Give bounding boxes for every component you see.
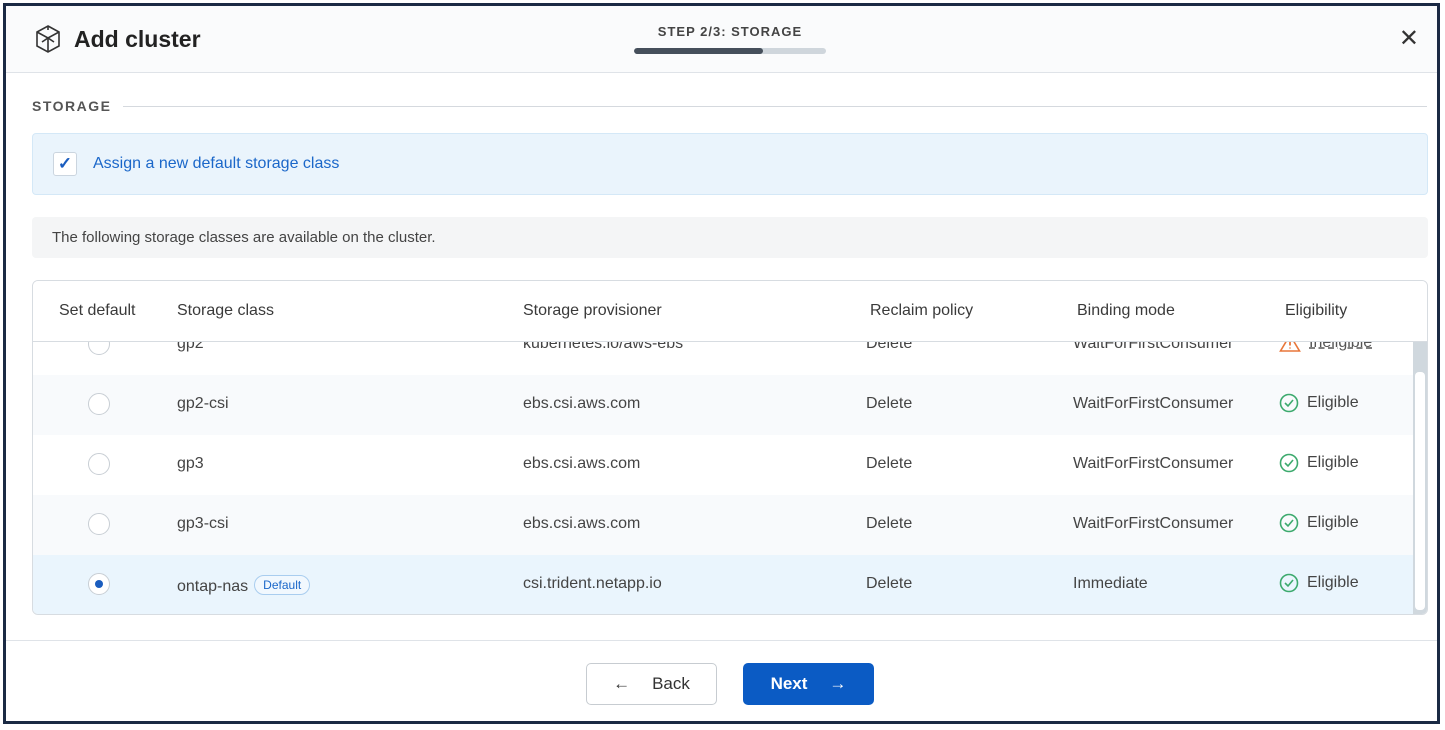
step-progress-fill — [634, 48, 763, 54]
check-circle-icon — [1279, 573, 1299, 593]
cube-icon — [36, 25, 60, 53]
step-indicator: STEP 2/3: STORAGE — [657, 24, 803, 39]
step-progress-bar — [634, 48, 826, 54]
assign-default-checkbox[interactable]: ✓ — [53, 152, 77, 176]
set-default-radio[interactable] — [88, 573, 110, 595]
storage-provisioner: kubernetes.io/aws-ebs — [523, 342, 684, 352]
storage-class-name: ontap-nas Default — [177, 575, 311, 596]
eligibility-label: Ineligible — [1309, 342, 1373, 351]
next-button[interactable]: Next → — [743, 663, 874, 705]
dialog-header: Add cluster STEP 2/3: STORAGE ✕ — [6, 6, 1437, 73]
table-body: gp2 kubernetes.io/aws-ebs Delete WaitFor… — [33, 342, 1413, 614]
storage-class-table: Set default Storage class Storage provis… — [32, 280, 1428, 615]
arrow-left-icon: ← — [613, 674, 631, 693]
add-cluster-dialog: Add cluster STEP 2/3: STORAGE ✕ STORAGE … — [3, 3, 1440, 724]
storage-class-name: gp2-csi — [177, 395, 229, 412]
table-row[interactable]: gp3 ebs.csi.aws.com Delete WaitForFirstC… — [33, 435, 1413, 495]
reclaim-policy: Delete — [866, 515, 913, 532]
binding-mode: Immediate — [1073, 575, 1148, 592]
warning-icon — [1279, 342, 1301, 352]
reclaim-policy: Delete — [866, 395, 913, 412]
eligibility-status: Eligible — [1279, 573, 1359, 593]
column-header: Binding mode — [1077, 302, 1175, 319]
dialog-footer-divider — [6, 640, 1437, 641]
storage-class-name: gp2 — [177, 342, 204, 352]
reclaim-policy: Delete — [866, 575, 913, 592]
dialog-title: Add cluster — [34, 24, 201, 54]
back-button[interactable]: ← Back — [586, 663, 717, 705]
eligibility-label: Eligible — [1307, 514, 1359, 531]
arrow-right-icon: → — [829, 674, 847, 693]
table-header: Set default Storage class Storage provis… — [33, 281, 1427, 342]
check-circle-icon — [1279, 393, 1299, 413]
section-header: STORAGE — [32, 98, 1427, 114]
storage-provisioner: ebs.csi.aws.com — [523, 395, 641, 412]
binding-mode: WaitForFirstConsumer — [1073, 455, 1234, 472]
checkmark-icon: ✓ — [57, 154, 73, 173]
binding-mode: WaitForFirstConsumer — [1073, 515, 1234, 532]
eligibility-status: Eligible — [1279, 393, 1359, 413]
set-default-radio[interactable] — [88, 393, 110, 415]
storage-provisioner: csi.trident.netapp.io — [523, 575, 662, 592]
table-row[interactable]: gp3-csi ebs.csi.aws.com Delete WaitForFi… — [33, 495, 1413, 555]
eligibility-label: Eligible — [1307, 394, 1359, 411]
assign-default-label[interactable]: Assign a new default storage class — [93, 155, 340, 172]
column-header: Storage provisioner — [523, 302, 662, 319]
column-header: Reclaim policy — [870, 302, 974, 319]
assign-default-panel: ✓ Assign a new default storage class — [32, 133, 1428, 195]
column-header: Set default — [59, 302, 136, 319]
storage-provisioner: ebs.csi.aws.com — [523, 455, 641, 472]
binding-mode: WaitForFirstConsumer — [1073, 395, 1234, 412]
table-row[interactable]: gp2 kubernetes.io/aws-ebs Delete WaitFor… — [33, 342, 1413, 375]
info-banner: The following storage classes are availa… — [32, 217, 1428, 258]
dialog-title-text: Add cluster — [74, 25, 201, 52]
storage-class-name: gp3 — [177, 455, 204, 472]
check-circle-icon — [1279, 453, 1299, 473]
section-title: STORAGE — [32, 98, 112, 114]
close-icon[interactable]: ✕ — [1398, 25, 1419, 52]
column-header: Eligibility — [1285, 302, 1348, 319]
check-circle-icon — [1279, 513, 1299, 533]
eligibility-status[interactable]: Ineligible — [1279, 342, 1372, 353]
set-default-radio[interactable] — [88, 453, 110, 475]
eligibility-status: Eligible — [1279, 453, 1359, 473]
table-row[interactable]: ontap-nas Default csi.trident.netapp.io D… — [33, 555, 1413, 614]
reclaim-policy: Delete — [866, 455, 913, 472]
next-label: Next — [770, 674, 808, 693]
table-scrollbar[interactable] — [1413, 342, 1427, 614]
scrollbar-thumb[interactable] — [1415, 372, 1425, 610]
eligibility-label: Eligible — [1307, 574, 1359, 591]
column-header: Storage class — [177, 302, 274, 319]
binding-mode: WaitForFirstConsumer — [1073, 342, 1234, 352]
section-divider — [123, 105, 1427, 107]
default-badge: Default — [254, 575, 311, 595]
table-row[interactable]: gp2-csi ebs.csi.aws.com Delete WaitForFi… — [33, 375, 1413, 435]
set-default-radio[interactable] — [88, 342, 110, 355]
eligibility-label: Eligible — [1307, 454, 1359, 471]
back-label: Back — [652, 674, 690, 693]
reclaim-policy: Delete — [866, 342, 913, 352]
set-default-radio[interactable] — [88, 513, 110, 535]
storage-provisioner: ebs.csi.aws.com — [523, 515, 641, 532]
eligibility-status: Eligible — [1279, 513, 1359, 533]
storage-class-name: gp3-csi — [177, 515, 229, 532]
